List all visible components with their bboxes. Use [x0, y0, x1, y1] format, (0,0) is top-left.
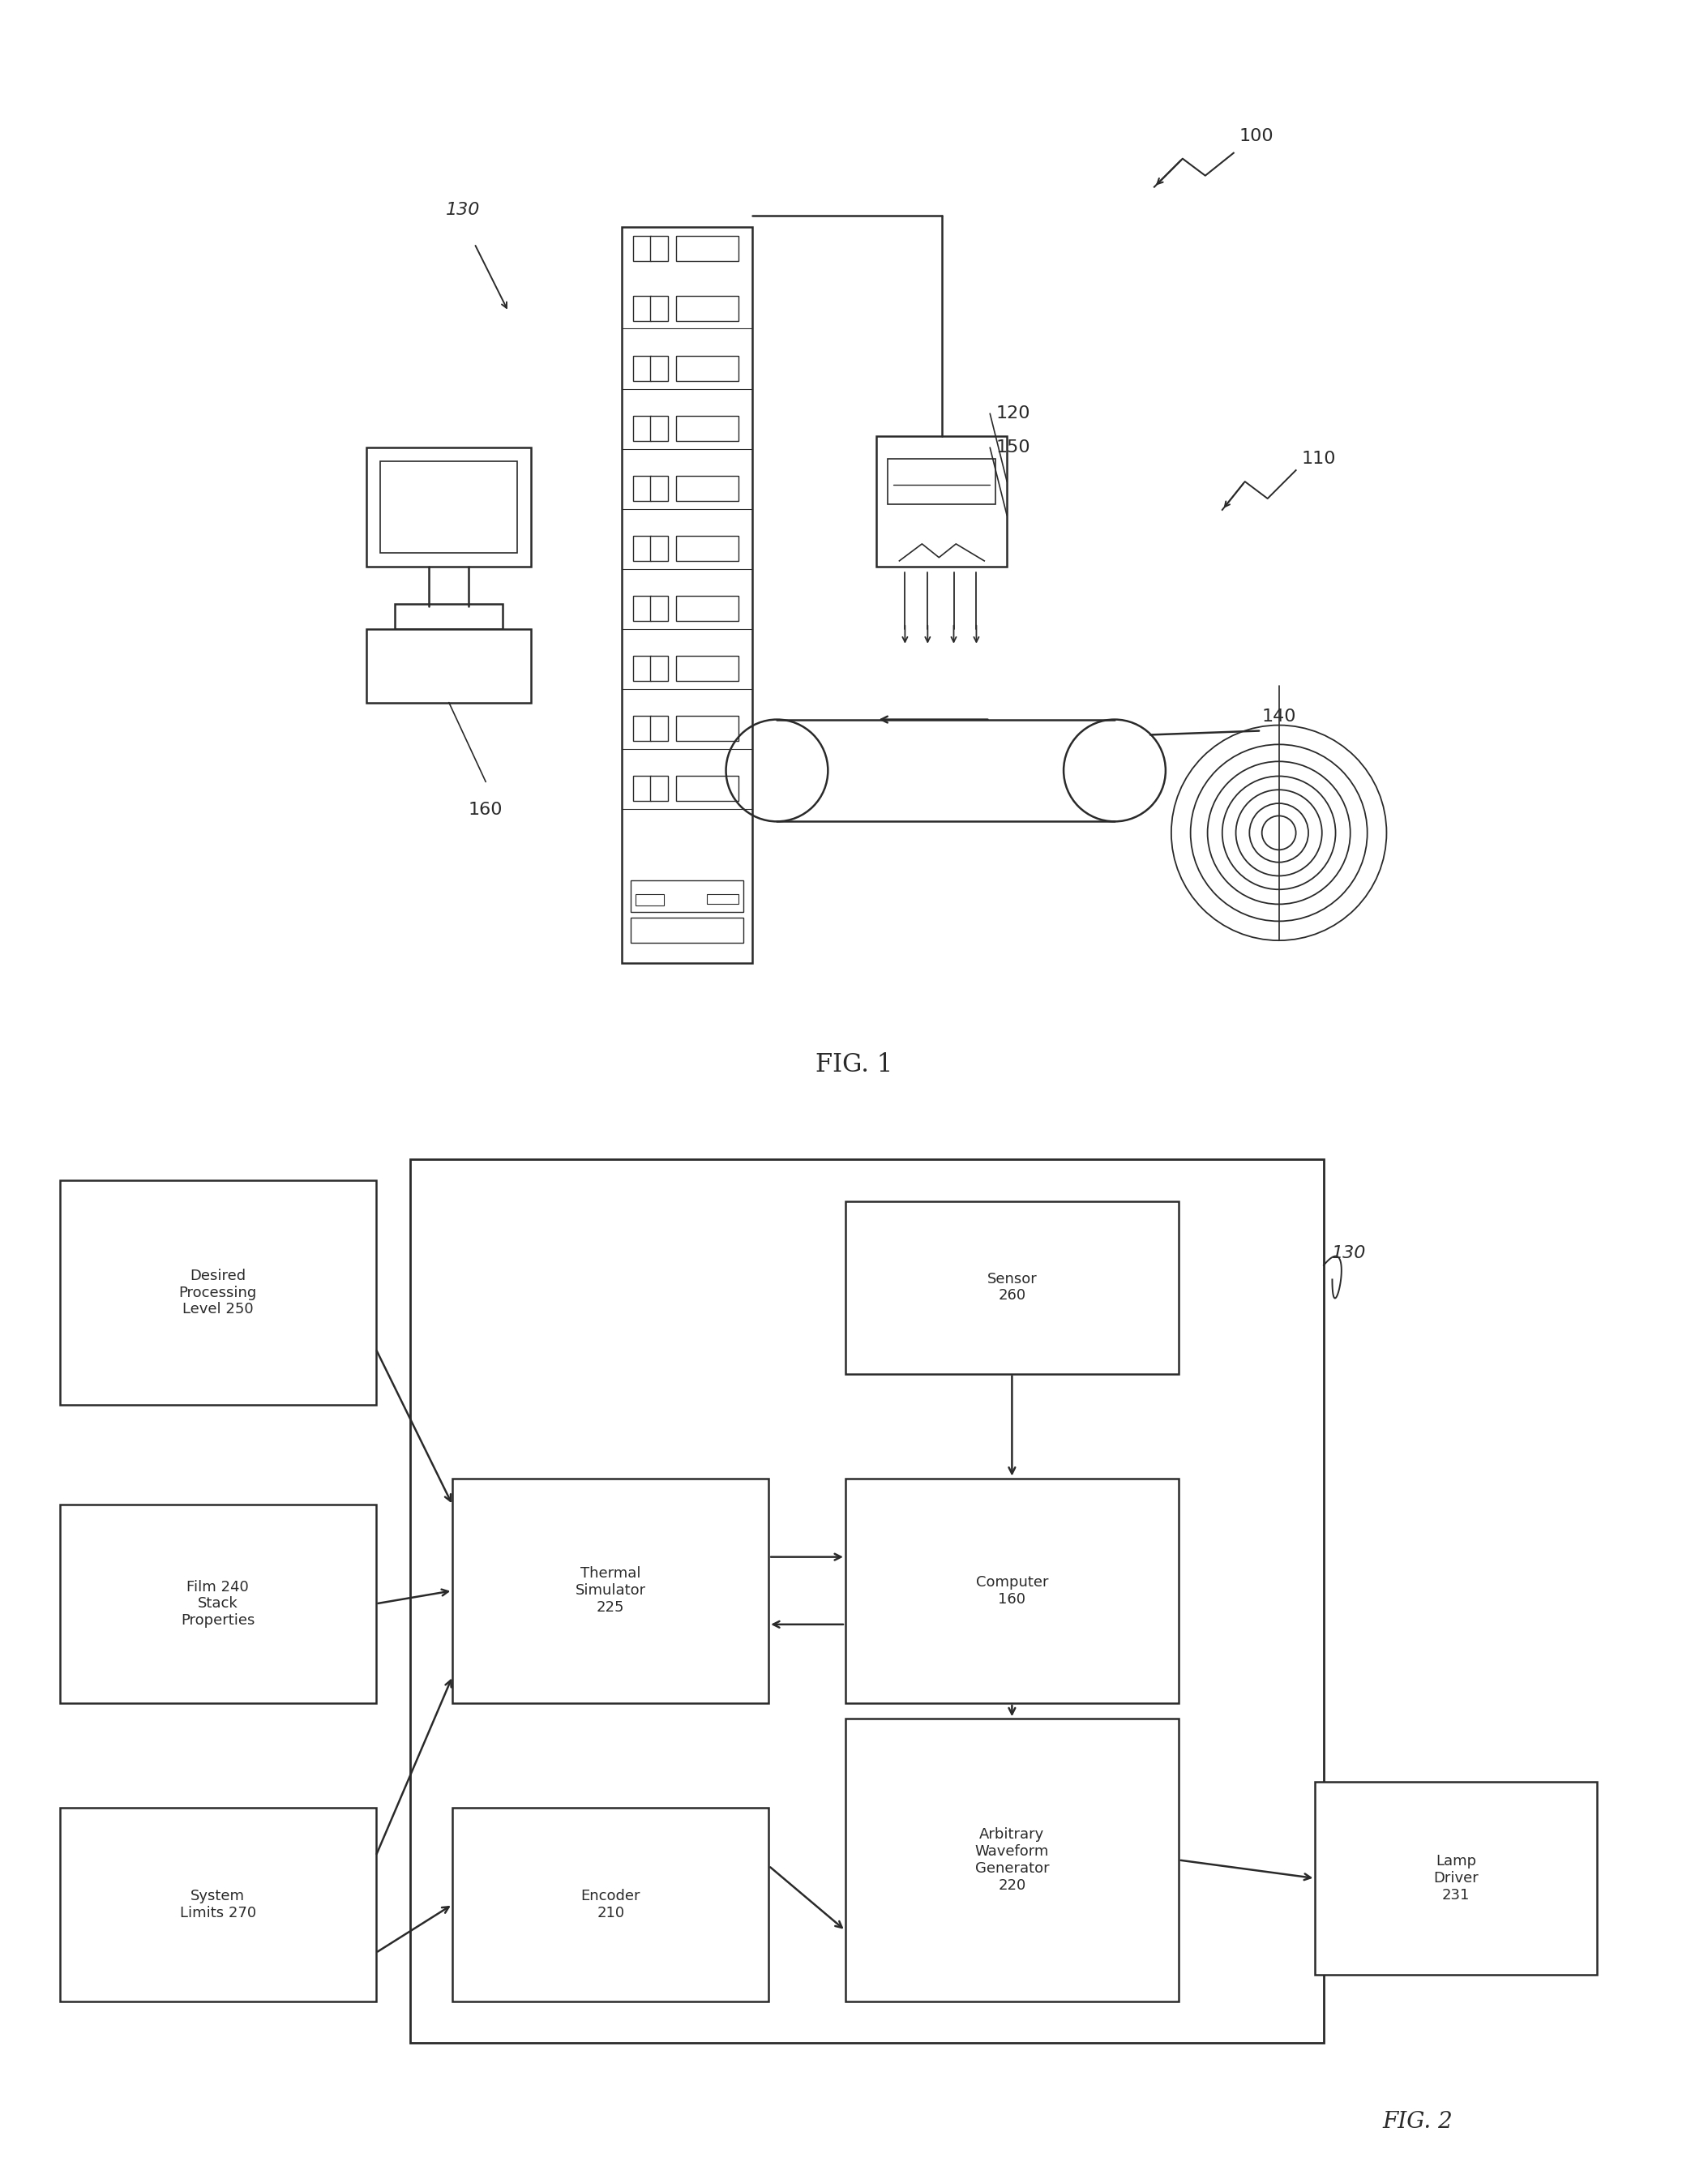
- Text: 100: 100: [1240, 129, 1274, 144]
- Bar: [676, 776, 738, 802]
- Bar: [651, 416, 668, 440]
- Text: Computer
160: Computer 160: [975, 1575, 1049, 1606]
- Bar: [634, 416, 651, 440]
- Bar: [888, 460, 996, 503]
- Bar: [634, 717, 651, 741]
- Text: System
Limits 270: System Limits 270: [179, 1889, 256, 1920]
- Bar: [367, 630, 531, 702]
- Text: 130: 130: [1332, 1244, 1366, 1262]
- Bar: [634, 595, 651, 621]
- Bar: [410, 1159, 1324, 2044]
- Text: 140: 140: [1262, 708, 1296, 723]
- Bar: [60, 1181, 376, 1405]
- Bar: [630, 880, 743, 913]
- Bar: [634, 475, 651, 501]
- Text: FIG. 2: FIG. 2: [1382, 2111, 1454, 2133]
- Bar: [634, 355, 651, 381]
- Bar: [876, 436, 1008, 567]
- Bar: [622, 227, 752, 963]
- Bar: [395, 604, 502, 630]
- Text: Sensor
260: Sensor 260: [987, 1273, 1037, 1303]
- Bar: [651, 656, 668, 682]
- Bar: [676, 536, 738, 560]
- Bar: [651, 776, 668, 802]
- Bar: [634, 776, 651, 802]
- Bar: [60, 1809, 376, 2000]
- Bar: [60, 1504, 376, 1704]
- Bar: [453, 1809, 769, 2000]
- Text: 130: 130: [446, 200, 480, 218]
- Bar: [676, 235, 738, 261]
- Bar: [1315, 1782, 1597, 1974]
- Text: Film 240
Stack
Properties: Film 240 Stack Properties: [181, 1580, 254, 1628]
- Bar: [845, 1201, 1179, 1373]
- Bar: [651, 296, 668, 320]
- Bar: [381, 462, 518, 553]
- Bar: [676, 656, 738, 682]
- Text: Thermal
Simulator
225: Thermal Simulator 225: [576, 1567, 646, 1615]
- Bar: [634, 235, 651, 261]
- Bar: [453, 1477, 769, 1704]
- Text: 160: 160: [468, 802, 502, 819]
- Bar: [676, 475, 738, 501]
- Bar: [634, 656, 651, 682]
- Text: 110: 110: [1301, 451, 1336, 466]
- Bar: [651, 475, 668, 501]
- Bar: [651, 595, 668, 621]
- Bar: [676, 296, 738, 320]
- Bar: [634, 296, 651, 320]
- Bar: [676, 416, 738, 440]
- Bar: [651, 717, 668, 741]
- Text: 150: 150: [996, 440, 1030, 455]
- Bar: [707, 893, 738, 904]
- Bar: [651, 235, 668, 261]
- Text: FIG. 1: FIG. 1: [815, 1052, 893, 1079]
- Text: Encoder
210: Encoder 210: [581, 1889, 640, 1920]
- Bar: [635, 893, 664, 904]
- Bar: [634, 536, 651, 560]
- Bar: [651, 355, 668, 381]
- Bar: [845, 1719, 1179, 2000]
- Text: 120: 120: [996, 405, 1030, 423]
- Bar: [651, 536, 668, 560]
- Text: Desired
Processing
Level 250: Desired Processing Level 250: [179, 1268, 256, 1316]
- Bar: [630, 917, 743, 944]
- Bar: [676, 595, 738, 621]
- Bar: [676, 355, 738, 381]
- Text: Arbitrary
Waveform
Generator
220: Arbitrary Waveform Generator 220: [975, 1828, 1049, 1894]
- Bar: [676, 717, 738, 741]
- Bar: [845, 1477, 1179, 1704]
- Text: Lamp
Driver
231: Lamp Driver 231: [1433, 1854, 1479, 1902]
- Bar: [367, 447, 531, 567]
